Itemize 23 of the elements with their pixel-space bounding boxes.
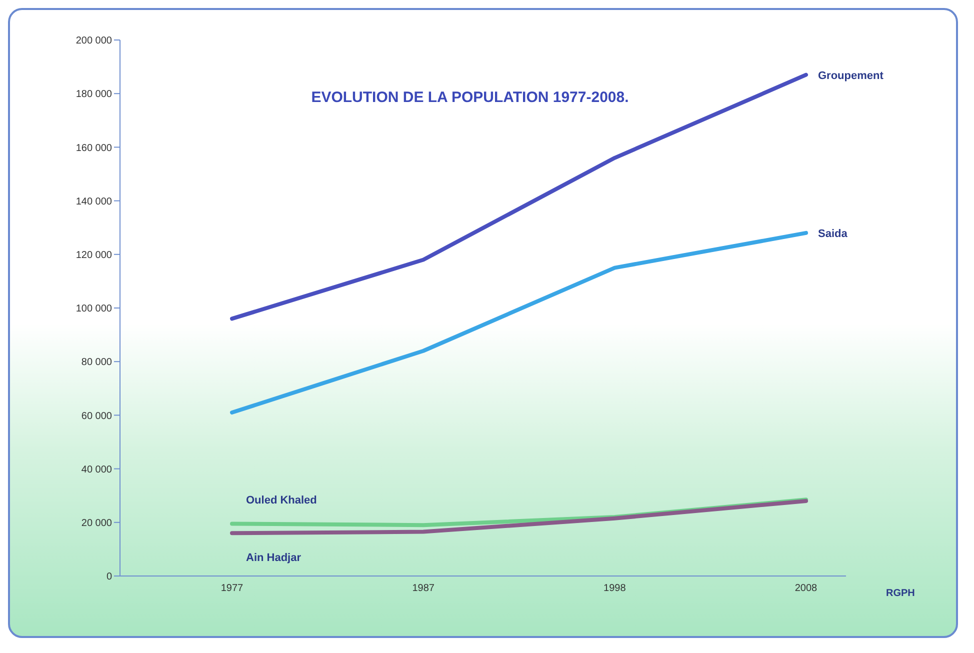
y-tick-label: 140 000 [76, 196, 112, 208]
line-series [230, 72, 808, 321]
x-tick-label: 1998 [604, 583, 626, 594]
y-tick-label: 120 000 [76, 250, 112, 261]
x-axis-title: RGPH [886, 588, 915, 599]
series-label: Ouled Khaled [246, 494, 317, 507]
text: EVOLUTION DE LA POPULATION 1977-2008. [311, 89, 629, 106]
series-label: Groupement [818, 70, 884, 82]
y-tick-label: 40 000 [81, 464, 112, 476]
y-tick-label: 0 [106, 572, 112, 583]
line-series [230, 230, 808, 415]
series-label: Ain Hadjar [246, 552, 302, 564]
x-tick-label: 1977 [220, 583, 244, 594]
y-tick-label: 80 000 [81, 357, 112, 368]
y-tick-label: 100 000 [76, 304, 112, 315]
y-tick-label: 200 000 [76, 36, 112, 47]
x-tick-label: 1987 [412, 583, 435, 594]
y-tick-label: 180 000 [76, 89, 112, 100]
y-tick-label: 60 000 [81, 410, 112, 422]
y-tick-label: 160 000 [76, 142, 112, 154]
y-tick-label: 20 000 [81, 518, 112, 529]
series-label: Saida [818, 228, 848, 240]
x-tick-label: 2008 [794, 583, 818, 594]
